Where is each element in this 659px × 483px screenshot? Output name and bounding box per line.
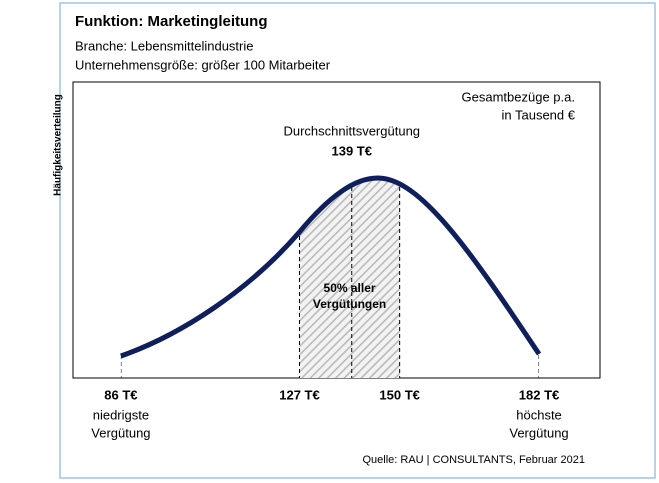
min-caption: niedrigste <box>93 407 149 422</box>
curve <box>120 175 542 359</box>
unit-note: Gesamtbezüge p.a. <box>462 89 575 104</box>
x-tick-label: 182 T€ <box>519 387 559 402</box>
max-caption: Vergütung <box>509 425 568 440</box>
x-tick-label: 86 T€ <box>104 387 137 402</box>
source: Quelle: RAU | CONSULTANTS, Februar 2021 <box>362 454 585 466</box>
band-label: Vergütungen <box>313 297 386 311</box>
average-label: 139 T€ <box>332 143 372 158</box>
min-caption: Vergütung <box>91 425 150 440</box>
x-tick-label: 150 T€ <box>379 387 419 402</box>
subtitle: Unternehmensgröße: größer 100 Mitarbeite… <box>75 57 331 72</box>
band-label: 50% aller <box>324 281 376 295</box>
y-axis-label: Häufigkeitsverteilung <box>53 94 64 196</box>
unit-note: in Tausend € <box>502 107 576 122</box>
x-tick-label: 127 T€ <box>279 387 319 402</box>
max-caption: höchste <box>516 407 562 422</box>
subtitle: Branche: Lebensmittelindustrie <box>75 38 254 53</box>
average-title: Durchschnittsvergütung <box>283 123 420 138</box>
chart-title: Funktion: Marketingleitung <box>75 13 268 30</box>
